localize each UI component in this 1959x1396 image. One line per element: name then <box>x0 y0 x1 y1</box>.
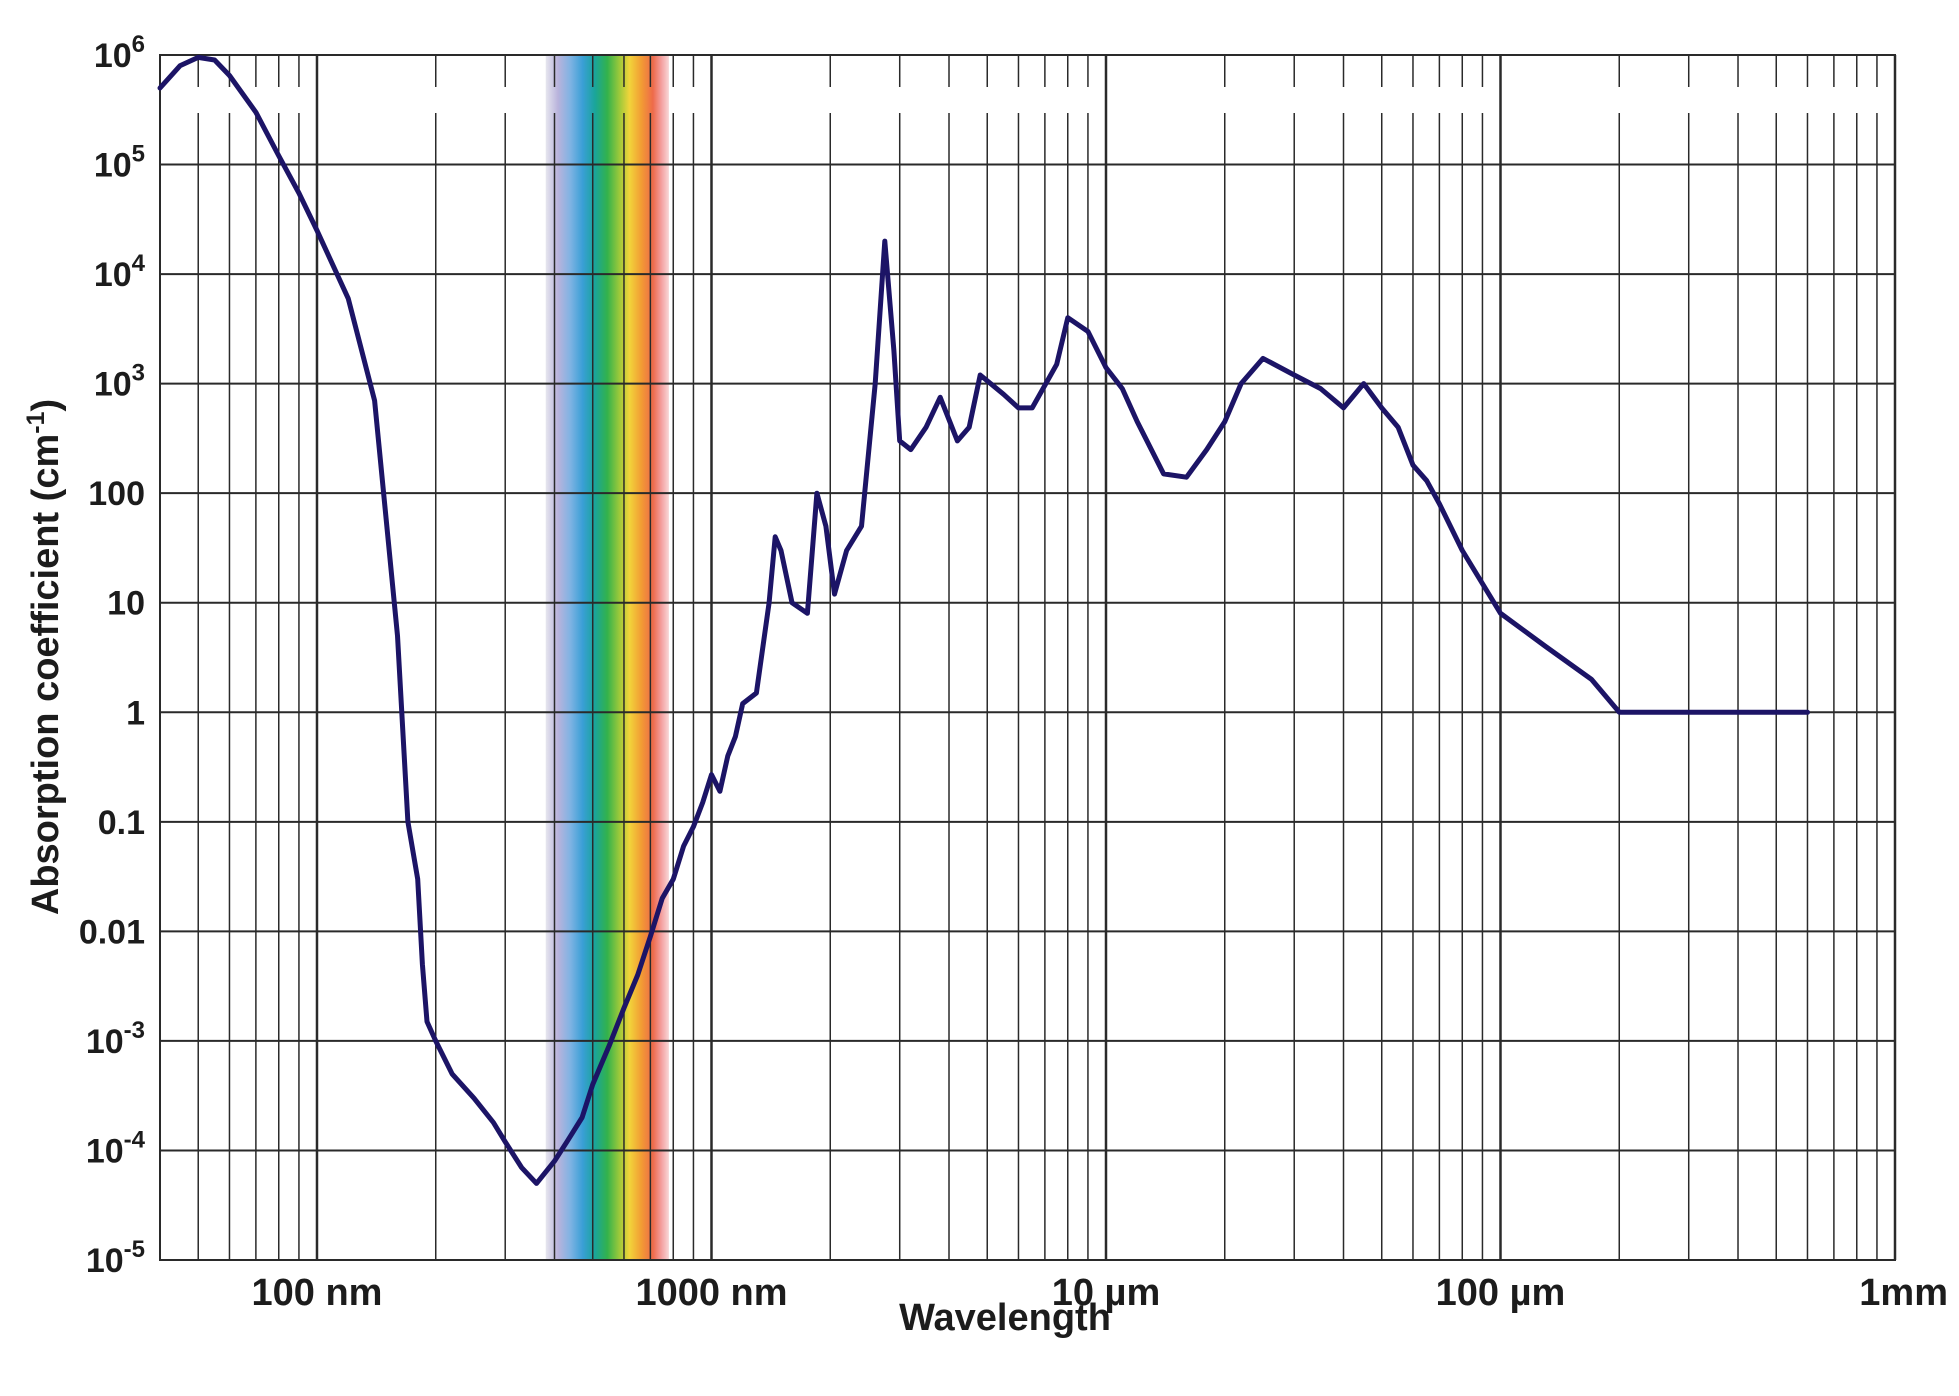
y-tick-labels: 10-5 10-4 10-3 0.01 0.1 1 10 100 103 104 105 106 <box>79 31 146 1280</box>
y-tick-label: 103 <box>94 360 145 404</box>
y-tick-label: 10 <box>107 585 145 623</box>
x-tick-labels: 100 nm 1000 nm 10 µm 100 µm 1mm <box>252 1272 1948 1314</box>
y-tick-label: 1 <box>126 694 145 732</box>
top-tick-marks <box>159 55 1878 87</box>
x-tick-label: 10 µm <box>1052 1272 1161 1314</box>
absorption-curve <box>157 54 1810 1186</box>
x-tick-label: 1mm <box>1859 1272 1948 1314</box>
y-tick-label: 0.1 <box>98 804 145 842</box>
y-tick-label: 105 <box>94 141 145 185</box>
visible-spectrum-band <box>545 55 669 1260</box>
x-axis-title: Wavelength <box>899 1297 1111 1339</box>
y-tick-label: 0.01 <box>79 913 145 951</box>
y-tick-label: 10-5 <box>86 1236 145 1280</box>
y-axis-title-superscript: -1 <box>22 411 50 433</box>
x-tick-label: 1000 nm <box>635 1272 787 1314</box>
grid <box>159 54 1897 1261</box>
y-tick-label: 10-3 <box>86 1017 145 1061</box>
y-tick-label: 10-4 <box>86 1126 146 1170</box>
y-axis-title: Absorption coefficient (cm-1) <box>22 399 67 915</box>
y-tick-label: 106 <box>94 31 145 75</box>
y-tick-label: 104 <box>94 250 146 294</box>
x-tick-label: 100 µm <box>1436 1272 1566 1314</box>
x-tick-label: 100 nm <box>252 1272 383 1314</box>
plot-background <box>160 55 1895 1260</box>
y-tick-label: 100 <box>88 475 145 513</box>
plot-frame <box>159 54 1896 1261</box>
